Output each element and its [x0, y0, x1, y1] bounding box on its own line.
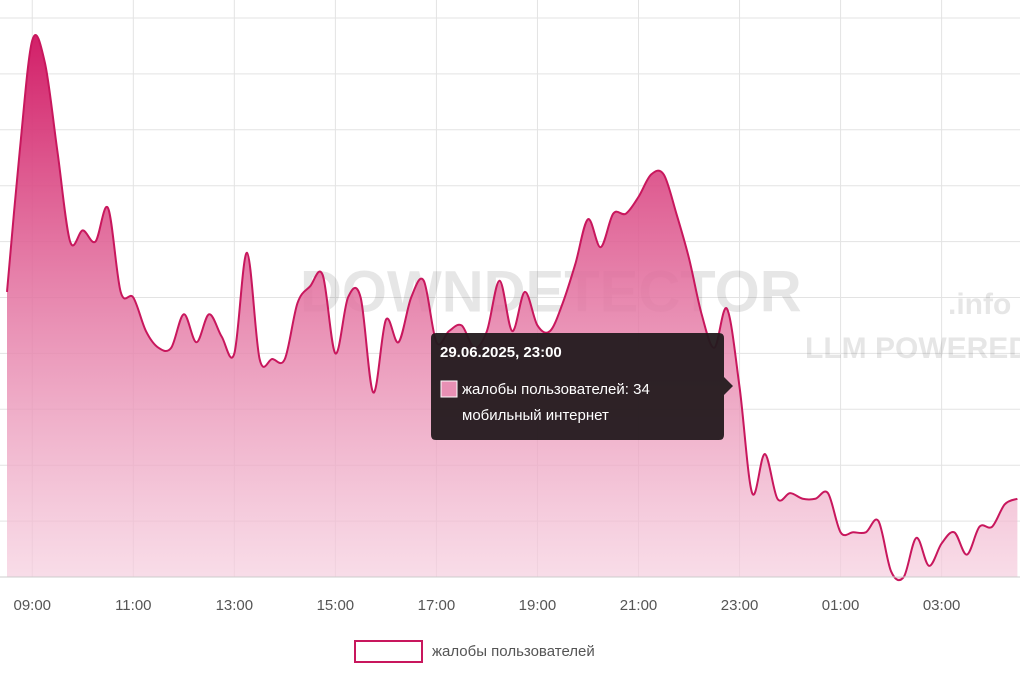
tooltip-box [431, 333, 733, 440]
tooltip-title: 29.06.2025, 23:00 [440, 344, 562, 361]
tooltip: 29.06.2025, 23:00 жалобы пользователей: … [431, 333, 733, 440]
x-tick-label: 03:00 [923, 597, 961, 614]
watermark-tagline: LLM POWERED [805, 332, 1020, 365]
x-tick-label: 01:00 [822, 597, 860, 614]
watermark-domain: .info [948, 288, 1011, 321]
tooltip-label: жалобы пользователей: 34 [462, 381, 650, 398]
x-tick-label: 11:00 [115, 597, 151, 614]
x-tick-label: 13:00 [216, 597, 254, 614]
legend-label[interactable]: жалобы пользователей [432, 643, 595, 660]
watermark: DOWNDETECTOR .info LLM POWERED [300, 259, 1020, 365]
tooltip-subtitle: мобильный интернет [462, 407, 609, 424]
watermark-brand: DOWNDETECTOR [300, 259, 802, 324]
tooltip-swatch [440, 380, 458, 398]
x-tick-label: 15:00 [317, 597, 355, 614]
x-tick-label: 21:00 [620, 597, 658, 614]
x-tick-label: 09:00 [13, 597, 51, 614]
legend-swatch[interactable] [354, 640, 423, 663]
area-fill [7, 34, 1018, 581]
x-tick-label: 23:00 [721, 597, 759, 614]
legend[interactable]: жалобы пользователей [354, 640, 595, 663]
x-tick-label: 19:00 [519, 597, 557, 614]
x-tick-label: 17:00 [418, 597, 456, 614]
series-line [6, 33, 1018, 582]
